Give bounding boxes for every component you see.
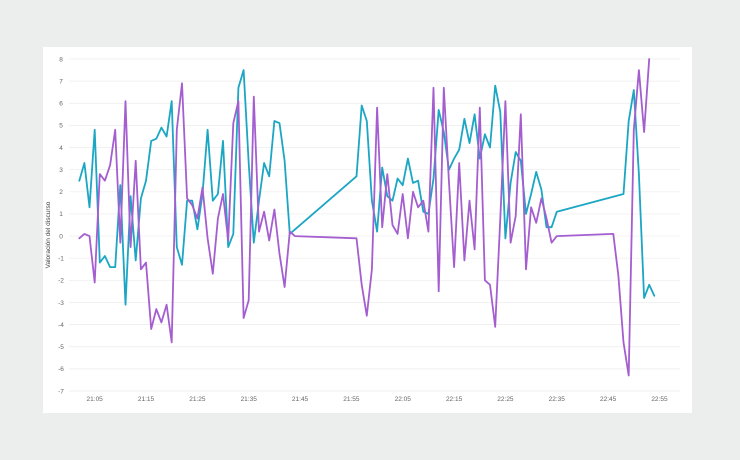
x-tick-label: 22:55 — [651, 396, 668, 403]
y-tick-label: -1 — [58, 256, 64, 263]
x-tick-label: 22:35 — [549, 396, 566, 403]
y-tick-label: -7 — [58, 388, 64, 395]
y-tick-label: 2 — [59, 189, 63, 196]
chart-card: -7 -6 -5 -4 -3 -2 -1 0 1 2 3 4 5 6 7 8 21:05 21:15 21:25 2… — [43, 47, 692, 413]
x-tick-label: 21:25 — [189, 396, 206, 403]
y-tick-label: 0 — [59, 233, 63, 240]
y-axis-ticks: -7 -6 -5 -4 -3 -2 -1 0 1 2 3 4 5 6 7 8 — [58, 56, 64, 395]
y-tick-label: -2 — [58, 278, 64, 285]
y-tick-label: 5 — [59, 123, 63, 130]
x-tick-label: 21:35 — [241, 396, 258, 403]
y-tick-label: 7 — [59, 78, 63, 85]
x-tick-label: 22:15 — [446, 396, 463, 403]
x-tick-label: 22:25 — [497, 396, 514, 403]
y-tick-label: -6 — [58, 366, 64, 373]
y-tick-label: 4 — [59, 145, 63, 152]
y-axis-label: Valoración del discurso — [45, 201, 52, 268]
x-tick-label: 21:55 — [343, 396, 360, 403]
x-axis-ticks: 21:05 21:15 21:25 21:35 21:45 21:55 22:05 22:15… — [87, 396, 668, 403]
y-tick-label: 3 — [59, 167, 63, 174]
series-lines — [78, 58, 656, 377]
y-tick-label: 1 — [59, 211, 63, 218]
x-tick-label: 21:15 — [138, 396, 155, 403]
y-tick-label: -5 — [58, 344, 64, 351]
series-line-2 — [78, 58, 651, 377]
grid-lines — [69, 58, 680, 392]
y-tick-label: 8 — [59, 56, 63, 63]
y-tick-label: -3 — [58, 300, 64, 307]
y-tick-label: 6 — [59, 101, 63, 108]
x-tick-label: 22:05 — [395, 396, 412, 403]
x-tick-label: 21:45 — [292, 396, 309, 403]
x-tick-label: 22:45 — [600, 396, 617, 403]
y-tick-label: -4 — [58, 322, 64, 329]
series-line-1 — [78, 69, 656, 306]
x-tick-label: 21:05 — [87, 396, 104, 403]
